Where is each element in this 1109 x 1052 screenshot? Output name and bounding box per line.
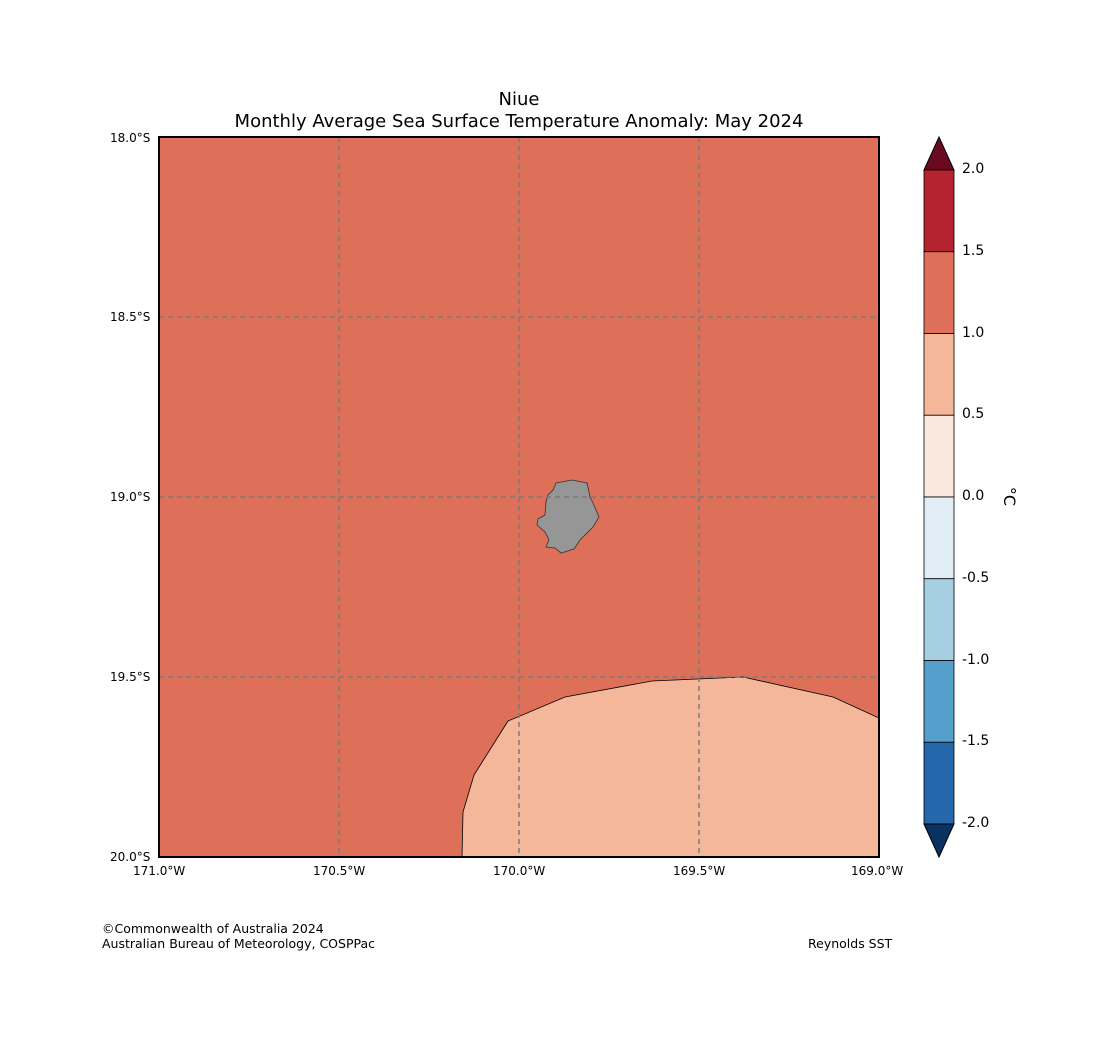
graticule	[159, 137, 879, 857]
colorbar-segment	[923, 414, 955, 498]
colorbar-tick-label: 1.5	[962, 242, 985, 259]
lon-label: 169.0°W	[851, 864, 904, 878]
colorbar-segment	[923, 333, 955, 416]
copyright: ©Commonwealth of Australia 2024	[102, 921, 324, 936]
colorbar-segment	[923, 251, 955, 334]
colorbar	[923, 135, 955, 859]
lon-label: 171.0°W	[133, 864, 186, 878]
colorbar-under-arrow	[923, 823, 955, 859]
lat-label: 18.0°S	[110, 131, 151, 145]
colorbar-tick-label: 1.0	[962, 324, 985, 341]
lat-label: 20.0°S	[110, 850, 151, 864]
colorbar-tick-label: -1.5	[962, 733, 990, 750]
colorbar-tick-label: -2.0	[962, 815, 990, 831]
lon-label: 170.0°W	[493, 864, 546, 878]
colorbar-tick-label: -0.5	[962, 569, 990, 586]
map-subtitle: Monthly Average Sea Surface Temperature …	[234, 111, 804, 132]
lat-label: 19.5°S	[110, 670, 151, 684]
colorbar-over-arrow	[923, 135, 955, 171]
colorbar-segment	[923, 578, 955, 661]
data-source: Reynolds SST	[808, 936, 893, 951]
lat-label: 18.5°S	[110, 310, 151, 324]
colorbar-unit: °C	[1000, 486, 1020, 507]
colorbar-tick-label: 0.0	[962, 488, 985, 504]
colorbar-segment	[923, 741, 955, 825]
colorbar-tick-label: -1.0	[962, 651, 990, 668]
colorbar-segment	[923, 660, 955, 743]
colorbar-tick-label: 0.5	[962, 406, 985, 423]
niue-island	[536, 479, 600, 554]
colorbar-segment	[923, 496, 955, 580]
colorbar-tick-label: 2.0	[962, 161, 985, 177]
organization: Australian Bureau of Meteorology, COSPPa…	[102, 936, 375, 951]
lon-label: 169.5°W	[673, 864, 726, 878]
lon-label: 170.5°W	[313, 864, 366, 878]
map-title: Niue	[498, 89, 540, 110]
lat-label: 19.0°S	[110, 490, 151, 504]
map-frame	[158, 136, 880, 858]
colorbar-segment	[923, 169, 955, 253]
